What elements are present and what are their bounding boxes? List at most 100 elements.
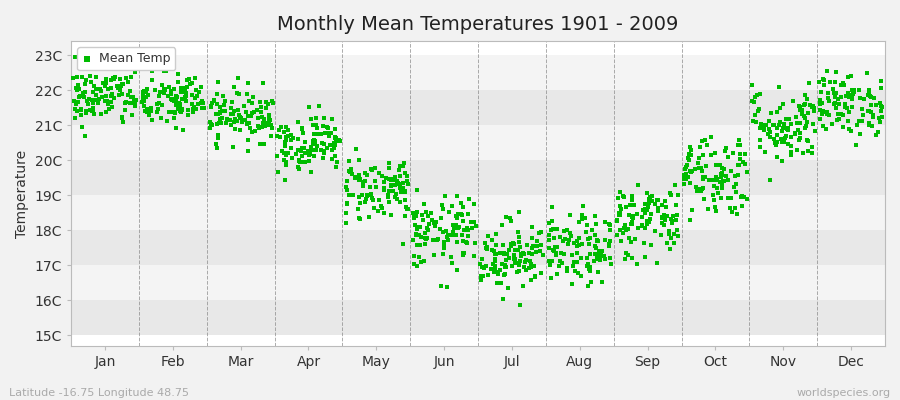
Mean Temp xyxy=(355,191,369,198)
Mean Temp xyxy=(734,193,749,199)
Mean Temp xyxy=(68,98,82,104)
Mean Temp xyxy=(351,206,365,212)
Mean Temp xyxy=(748,94,762,100)
Mean Temp xyxy=(582,268,597,274)
Mean Temp xyxy=(255,114,269,120)
Mean Temp xyxy=(86,105,100,112)
Mean Temp xyxy=(716,178,730,184)
Mean Temp xyxy=(488,265,502,271)
Mean Temp xyxy=(257,122,272,129)
Mean Temp xyxy=(610,217,625,224)
Mean Temp xyxy=(698,173,713,180)
Mean Temp xyxy=(189,87,203,94)
Mean Temp xyxy=(557,228,572,234)
Mean Temp xyxy=(612,211,626,218)
Mean Temp xyxy=(724,168,738,174)
Mean Temp xyxy=(715,170,729,176)
Mean Temp xyxy=(434,282,448,289)
Mean Temp xyxy=(598,237,613,243)
Mean Temp xyxy=(638,206,652,212)
Mean Temp xyxy=(816,108,831,114)
Mean Temp xyxy=(535,242,549,248)
Mean Temp xyxy=(229,116,243,122)
Mean Temp xyxy=(516,283,530,290)
Mean Temp xyxy=(445,203,459,210)
Mean Temp xyxy=(119,75,133,82)
Mean Temp xyxy=(732,162,746,168)
Mean Temp xyxy=(124,93,139,100)
Mean Temp xyxy=(393,189,408,195)
Mean Temp xyxy=(176,127,190,134)
Mean Temp xyxy=(474,256,489,263)
Mean Temp xyxy=(171,99,185,106)
Mean Temp xyxy=(72,94,86,100)
Mean Temp xyxy=(613,226,627,233)
Mean Temp xyxy=(388,182,402,188)
Mean Temp xyxy=(381,194,395,200)
Mean Temp xyxy=(776,100,790,107)
Mean Temp xyxy=(292,158,307,165)
Mean Temp xyxy=(263,117,277,123)
Mean Temp xyxy=(374,203,388,209)
Mean Temp xyxy=(626,213,640,219)
Mean Temp xyxy=(345,171,359,177)
Mean Temp xyxy=(421,227,436,233)
Mean Temp xyxy=(262,119,276,125)
Mean Temp xyxy=(766,136,780,142)
Mean Temp xyxy=(253,99,267,105)
Mean Temp xyxy=(524,277,538,283)
Mean Temp xyxy=(510,247,525,253)
Mean Temp xyxy=(169,98,184,104)
Mean Temp xyxy=(450,215,464,222)
Mean Temp xyxy=(657,198,671,204)
Mean Temp xyxy=(590,238,605,244)
Mean Temp xyxy=(450,192,464,199)
Mean Temp xyxy=(496,242,510,248)
Mean Temp xyxy=(115,81,130,88)
Mean Temp xyxy=(115,115,130,122)
Mean Temp xyxy=(171,71,185,78)
Mean Temp xyxy=(438,228,453,234)
Mean Temp xyxy=(241,113,256,119)
Mean Temp xyxy=(320,124,335,131)
Mean Temp xyxy=(477,265,491,271)
Mean Temp xyxy=(602,222,616,229)
Mean Temp xyxy=(504,241,518,248)
Mean Temp xyxy=(75,74,89,80)
Bar xyxy=(71,230,885,265)
Bar xyxy=(71,195,885,230)
Mean Temp xyxy=(775,157,789,164)
Mean Temp xyxy=(382,159,396,166)
Mean Temp xyxy=(328,142,342,148)
Mean Temp xyxy=(179,77,194,83)
Mean Temp xyxy=(454,211,468,217)
Mean Temp xyxy=(353,176,367,182)
Mean Temp xyxy=(815,123,830,130)
Mean Temp xyxy=(865,122,879,129)
Mean Temp xyxy=(367,204,382,211)
Mean Temp xyxy=(651,207,665,214)
Mean Temp xyxy=(602,221,616,228)
Mean Temp xyxy=(542,258,556,264)
Mean Temp xyxy=(270,133,284,139)
Mean Temp xyxy=(69,100,84,107)
Mean Temp xyxy=(486,248,500,255)
Mean Temp xyxy=(259,121,274,128)
Mean Temp xyxy=(396,163,410,169)
Mean Temp xyxy=(647,228,662,234)
Mean Temp xyxy=(310,125,324,131)
Mean Temp xyxy=(212,116,227,122)
Mean Temp xyxy=(112,76,127,82)
Mean Temp xyxy=(417,201,431,207)
Mean Temp xyxy=(212,110,226,117)
Mean Temp xyxy=(798,101,813,108)
Mean Temp xyxy=(241,98,256,104)
Mean Temp xyxy=(721,195,735,201)
Mean Temp xyxy=(714,174,728,180)
Mean Temp xyxy=(580,261,595,267)
Mean Temp xyxy=(368,183,382,190)
Mean Temp xyxy=(680,162,694,168)
Mean Temp xyxy=(706,192,721,198)
Mean Temp xyxy=(227,108,241,114)
Mean Temp xyxy=(318,130,332,136)
